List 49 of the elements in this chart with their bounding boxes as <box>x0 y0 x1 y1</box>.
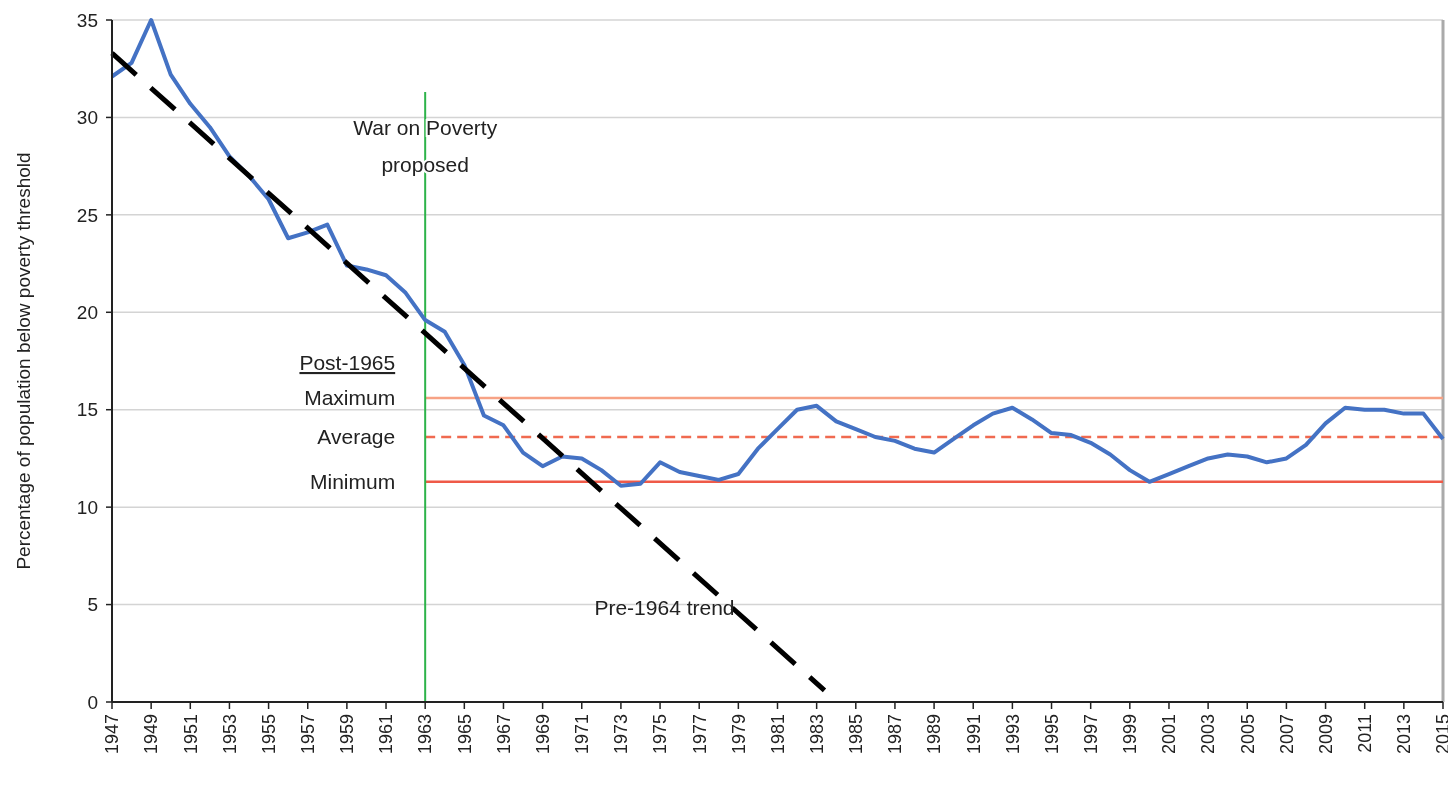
x-tick-label: 2001 <box>1159 714 1180 755</box>
x-tick-label: 1993 <box>1002 714 1023 755</box>
y-tick-label: 20 <box>76 301 98 323</box>
ref-line-label: Maximum <box>304 386 396 410</box>
x-tick-label: 1987 <box>885 714 906 755</box>
x-tick-label: 1959 <box>337 714 358 755</box>
x-tick-label: 1961 <box>376 714 397 755</box>
y-axis-title: Percentage of population below poverty threshold <box>13 152 34 570</box>
x-tick-label: 1983 <box>806 714 827 755</box>
x-tick-label: 1985 <box>846 714 867 755</box>
x-tick-label: 1989 <box>924 714 945 755</box>
y-tick-label: 25 <box>76 204 98 226</box>
x-tick-label: 1979 <box>728 714 749 755</box>
annotation: Post-1965 <box>299 351 396 375</box>
y-tick-label: 10 <box>76 496 98 518</box>
y-tick-label: 15 <box>76 399 98 421</box>
x-tick-label: 2007 <box>1276 714 1297 755</box>
x-tick-label: 1991 <box>963 714 984 755</box>
y-tick-label: 30 <box>76 107 98 129</box>
x-tick-label: 1999 <box>1120 714 1141 755</box>
y-tick-label: 5 <box>87 594 98 616</box>
x-tick-label: 1969 <box>532 714 553 755</box>
x-tick-label: 1997 <box>1080 714 1101 755</box>
x-tick-label: 1965 <box>454 714 475 755</box>
x-tick-label: 1957 <box>298 714 319 755</box>
x-tick-label: 2003 <box>1198 714 1219 755</box>
series-label: Pre-1964 trend <box>594 596 735 620</box>
ref-line-label: Average <box>317 424 396 448</box>
x-tick-label: 1949 <box>141 714 162 755</box>
x-tick-label: 2009 <box>1315 714 1336 755</box>
x-tick-label: 1977 <box>689 714 710 755</box>
x-tick-label: 2005 <box>1237 714 1258 755</box>
x-tick-label: 1951 <box>180 714 201 755</box>
x-tick-label: 2011 <box>1355 714 1376 753</box>
x-tick-label: 1947 <box>102 714 123 755</box>
x-tick-label: 1973 <box>611 714 632 755</box>
line-series <box>110 18 1445 488</box>
x-tick-label: 1963 <box>415 714 436 755</box>
x-tick-label: 2013 <box>1394 714 1415 755</box>
x-tick-label: 1971 <box>572 714 593 755</box>
x-tick-label: 1981 <box>767 714 788 755</box>
ref-line-label: Minimum <box>310 469 396 493</box>
y-tick-label: 0 <box>87 691 98 713</box>
x-tick-label: 1955 <box>258 714 279 755</box>
y-tick-label: 35 <box>76 9 98 31</box>
x-tick-label: 1975 <box>650 714 671 755</box>
x-tick-label: 1967 <box>493 714 514 755</box>
x-tick-label: 1995 <box>1041 714 1062 755</box>
x-tick-label: 1953 <box>219 714 240 755</box>
